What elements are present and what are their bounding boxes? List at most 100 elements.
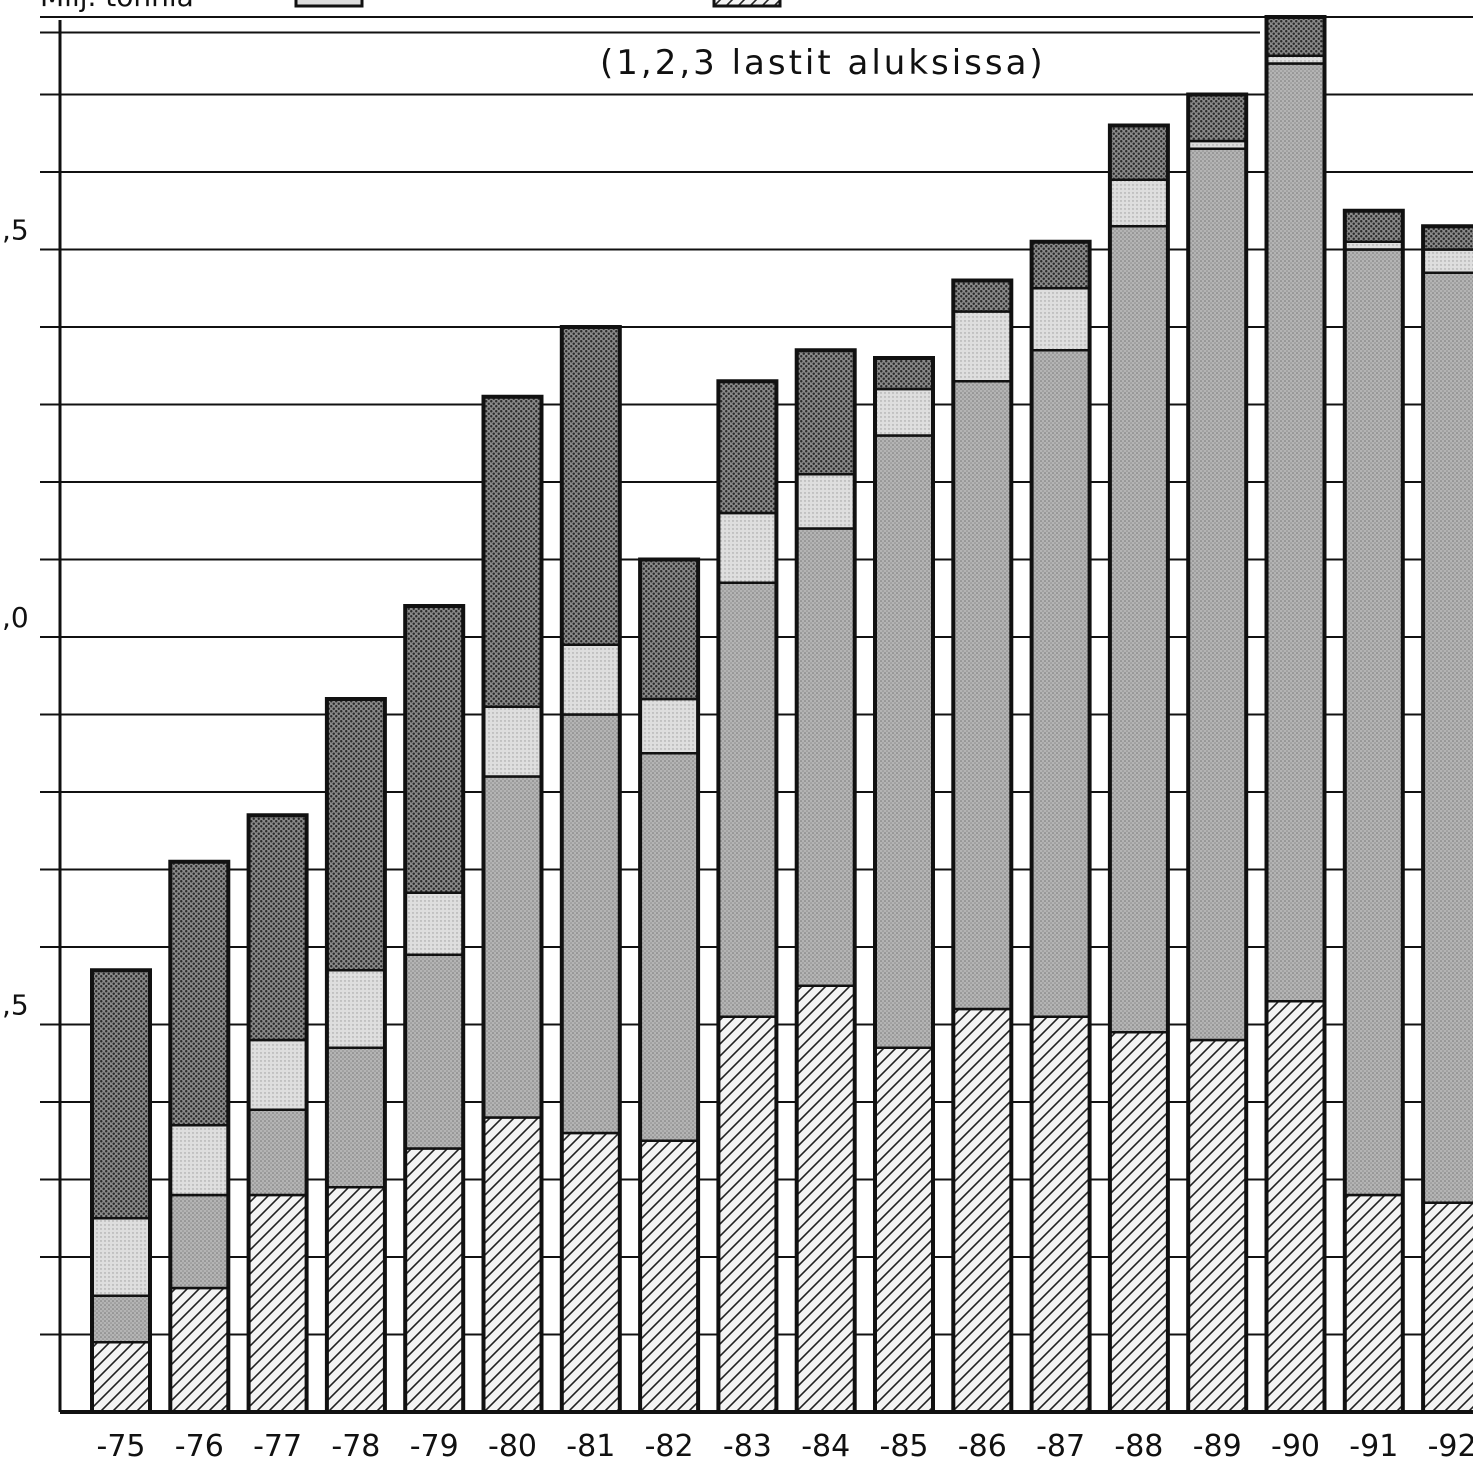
bar-segment-dark bbox=[1267, 17, 1325, 56]
bar-segment-hatched bbox=[562, 1133, 620, 1412]
bar-segment-dark bbox=[1032, 242, 1090, 289]
bar-year-76 bbox=[170, 862, 228, 1412]
bar-segment-medium bbox=[1345, 250, 1403, 1196]
bar-year-75 bbox=[92, 970, 150, 1412]
bar-segment-dark bbox=[170, 862, 228, 1126]
bar-segment-hatched bbox=[875, 1048, 933, 1412]
bar-year-92 bbox=[1423, 226, 1473, 1412]
bar-year-89 bbox=[1188, 95, 1246, 1413]
bar-segment-medium bbox=[562, 715, 620, 1134]
bar-segment-light bbox=[797, 474, 855, 528]
bar-segment-medium bbox=[405, 955, 463, 1149]
y-tick-label: ,5 bbox=[2, 214, 29, 247]
bar-segment-light bbox=[1110, 180, 1168, 227]
bar-segment-hatched bbox=[249, 1195, 307, 1412]
bar-segment-dark bbox=[875, 358, 933, 389]
bar-segment-medium bbox=[1110, 226, 1168, 1032]
bar-year-78 bbox=[327, 699, 385, 1412]
bar-segment-dark bbox=[1110, 126, 1168, 180]
bar-segment-dark bbox=[718, 381, 776, 513]
bar-segment-dark bbox=[1345, 211, 1403, 242]
bar-segment-light bbox=[249, 1040, 307, 1110]
chart-subtitle: (1,2,3 lastit aluksissa) bbox=[600, 43, 1046, 83]
bar-segment-light bbox=[953, 312, 1011, 382]
x-tick-label: -84 bbox=[801, 1429, 850, 1464]
bar-year-86 bbox=[953, 281, 1011, 1413]
bar-segment-light bbox=[170, 1125, 228, 1195]
bar-segment-medium bbox=[170, 1195, 228, 1288]
bar-year-77 bbox=[249, 815, 307, 1412]
bar-year-90 bbox=[1267, 17, 1325, 1412]
bar-segment-light bbox=[92, 1218, 150, 1296]
bar-year-87 bbox=[1032, 242, 1090, 1412]
bar-segment-light bbox=[405, 893, 463, 955]
bar-segment-hatched bbox=[1188, 1040, 1246, 1412]
bar-segment-dark bbox=[484, 397, 542, 707]
bar-segment-medium bbox=[640, 753, 698, 1141]
bar-segment-dark bbox=[953, 281, 1011, 312]
x-tick-label: -79 bbox=[410, 1429, 459, 1464]
bar-segment-dark bbox=[92, 970, 150, 1218]
bar-segment-dark bbox=[797, 350, 855, 474]
bar-segment-light bbox=[640, 699, 698, 753]
bar-segment-hatched bbox=[484, 1118, 542, 1413]
bar-segment-light bbox=[562, 645, 620, 715]
x-tick-label: -75 bbox=[97, 1429, 146, 1464]
x-tick-label: -91 bbox=[1349, 1429, 1398, 1464]
bar-segment-hatched bbox=[1345, 1195, 1403, 1412]
x-tick-label: -87 bbox=[1036, 1429, 1085, 1464]
bar-segment-dark bbox=[1423, 226, 1473, 249]
bar-segment-dark bbox=[327, 699, 385, 970]
bar-year-82 bbox=[640, 560, 698, 1413]
x-tick-label: -82 bbox=[645, 1429, 694, 1464]
x-tick-label: -92 bbox=[1428, 1429, 1473, 1464]
bar-segment-light bbox=[484, 707, 542, 777]
bar-segment-hatched bbox=[640, 1141, 698, 1412]
bar-year-85 bbox=[875, 358, 933, 1412]
x-tick-label: -86 bbox=[958, 1429, 1007, 1464]
bar-year-80 bbox=[484, 397, 542, 1412]
bar-segment-hatched bbox=[953, 1009, 1011, 1412]
x-tick-label: -83 bbox=[723, 1429, 772, 1464]
bar-segment-hatched bbox=[1267, 1001, 1325, 1412]
y-tick-label: ,0 bbox=[2, 601, 29, 634]
bar-segment-medium bbox=[1032, 350, 1090, 1017]
bar-segment-hatched bbox=[718, 1017, 776, 1412]
bar-segment-dark bbox=[1188, 95, 1246, 142]
x-tick-label: -90 bbox=[1271, 1429, 1320, 1464]
bar-segment-medium bbox=[718, 583, 776, 1017]
x-tick-labels: -75-76-77-78-79-80-81-82-83-84-85-86-87-… bbox=[97, 1429, 1473, 1464]
bar-segment-medium bbox=[249, 1110, 307, 1195]
y-tick-labels: ,5,0,5 bbox=[2, 214, 29, 1022]
bar-year-91 bbox=[1345, 211, 1403, 1412]
x-tick-label: -77 bbox=[253, 1429, 302, 1464]
bar-segment-dark bbox=[405, 606, 463, 893]
bar-segment-hatched bbox=[92, 1342, 150, 1412]
bar-segment-medium bbox=[1423, 273, 1473, 1203]
x-tick-label: -81 bbox=[566, 1429, 615, 1464]
bar-segment-light bbox=[1423, 250, 1473, 273]
bar-segment-hatched bbox=[405, 1149, 463, 1413]
bar-year-88 bbox=[1110, 126, 1168, 1413]
bar-segment-light bbox=[875, 389, 933, 436]
bar-year-84 bbox=[797, 350, 855, 1412]
legend-swatch-light bbox=[296, 0, 362, 6]
bar-segment-medium bbox=[875, 436, 933, 1048]
bar-segment-light bbox=[718, 513, 776, 583]
bar-segment-hatched bbox=[170, 1288, 228, 1412]
bar-segment-dark bbox=[249, 815, 307, 1040]
x-tick-label: -78 bbox=[331, 1429, 380, 1464]
bar-segment-dark bbox=[640, 560, 698, 700]
bar-segment-medium bbox=[484, 777, 542, 1118]
y-axis-label: Milj. tonnia bbox=[40, 0, 194, 13]
bar-segment-light bbox=[327, 970, 385, 1048]
x-tick-label: -80 bbox=[488, 1429, 537, 1464]
bar-segment-medium bbox=[1188, 149, 1246, 1040]
bar-year-83 bbox=[718, 381, 776, 1412]
bar-segment-medium bbox=[953, 381, 1011, 1009]
bar-year-79 bbox=[405, 606, 463, 1412]
x-tick-label: -88 bbox=[1114, 1429, 1163, 1464]
bar-segment-hatched bbox=[797, 986, 855, 1412]
x-tick-label: -85 bbox=[880, 1429, 929, 1464]
